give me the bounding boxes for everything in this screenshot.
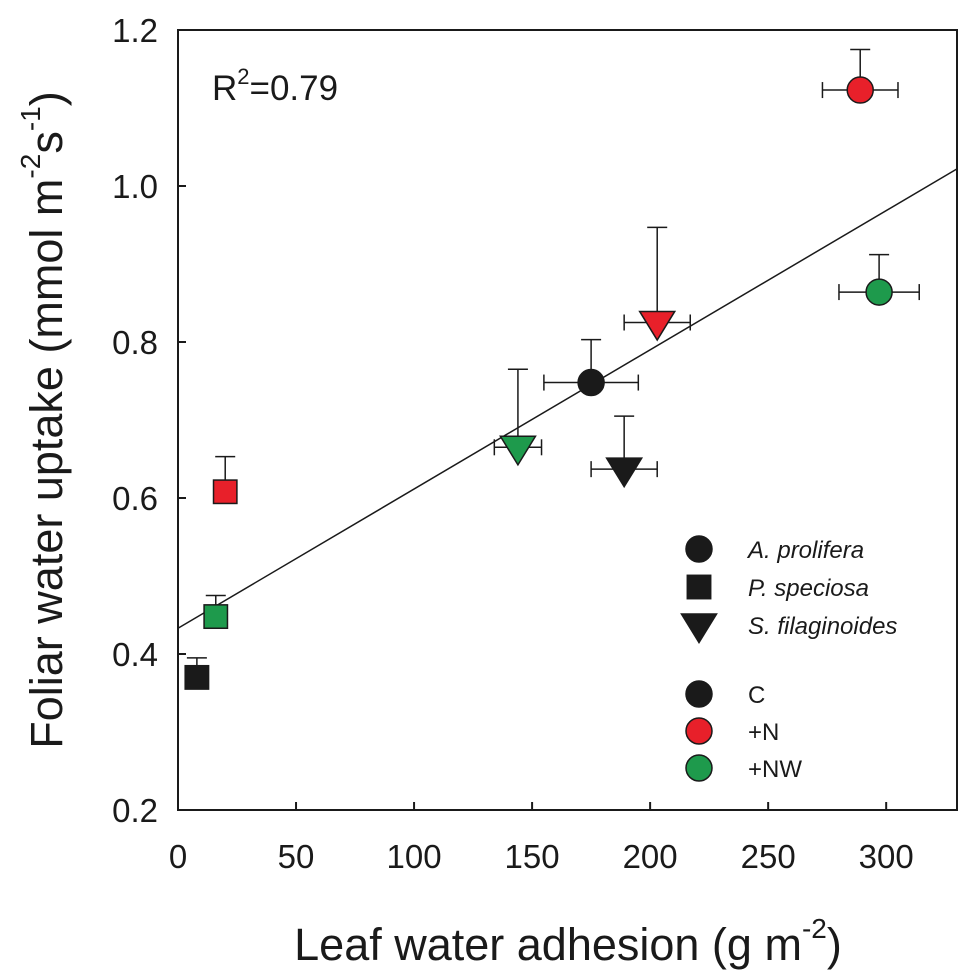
y-axis-title: Foliar water uptake (mmol m-2s-1) (15, 91, 72, 748)
x-tick-label: 250 (741, 838, 796, 875)
legend-marker-circle (685, 754, 713, 782)
x-tick-label: 100 (387, 838, 442, 875)
y-tick-label: 0.4 (112, 636, 158, 673)
data-point (212, 455, 238, 505)
data-point (203, 594, 229, 630)
marker-a-prolifera-plus-nw (865, 278, 893, 306)
legend-marker-circle (685, 717, 713, 745)
marker-a-prolifera-c (577, 368, 605, 397)
data-point (184, 657, 210, 690)
data-point (590, 415, 658, 489)
x-axis-title: Leaf water adhesion (g m-2) (294, 913, 842, 970)
data-point (838, 253, 920, 306)
legend-label: S. filaginoides (748, 613, 897, 640)
y-tick-label: 0.8 (112, 324, 158, 361)
legend-label: +N (748, 719, 779, 746)
marker-s-filaginoides-c (605, 457, 644, 489)
y-tick-label: 1.0 (112, 168, 158, 205)
legend-label: C (748, 682, 765, 709)
marker-p-speciosa-c (184, 664, 210, 690)
marker-p-speciosa-plus-nw (203, 604, 229, 630)
data-point (543, 338, 640, 397)
legend-marker-triangle-down (680, 613, 718, 644)
legend-marker-circle (685, 680, 713, 708)
plot-frame (177, 29, 958, 811)
y-tick-label: 1.2 (112, 12, 158, 49)
legend-label: A. prolifera (746, 537, 864, 564)
axes-layer: 0 50 100 150 200 250 300 0.2 0.4 0.6 0.8 1.0 1.2 (112, 12, 958, 875)
data-point (821, 48, 899, 104)
legend: A. prolifera P. speciosa S. filaginoides C +… (680, 535, 897, 783)
x-tick-label: 300 (859, 838, 914, 875)
x-tick-label: 200 (623, 838, 678, 875)
legend-label: P. speciosa (748, 575, 869, 602)
r-squared-annotation: R2=0.79 (212, 64, 338, 108)
x-tick-label: 50 (278, 838, 315, 875)
points-layer (184, 48, 920, 690)
y-tick-label: 0.2 (112, 792, 158, 829)
y-tick-label: 0.6 (112, 480, 158, 517)
marker-a-prolifera-plus-n (846, 76, 874, 104)
x-tick-label: 0 (169, 838, 187, 875)
legend-label: +NW (748, 756, 802, 783)
marker-p-speciosa-plus-n (212, 479, 238, 505)
data-point (623, 226, 692, 342)
data-point (493, 368, 543, 467)
marker-s-filaginoides-plus-nw (499, 435, 537, 467)
legend-marker-square (686, 574, 712, 600)
legend-marker-circle (685, 535, 713, 563)
marker-s-filaginoides-plus-n (638, 310, 677, 342)
regression-layer (177, 168, 958, 629)
regression-line (177, 168, 958, 629)
x-tick-label: 150 (505, 838, 560, 875)
